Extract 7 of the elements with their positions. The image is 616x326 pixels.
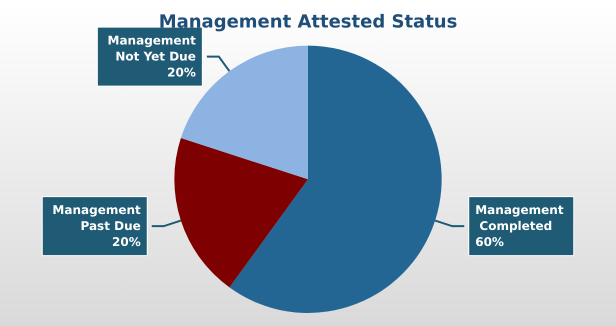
data-label: 20% xyxy=(167,66,196,80)
data-label: 60% xyxy=(475,235,504,250)
chart-title: Management Attested Status xyxy=(158,12,458,32)
slice-label: Management Completed xyxy=(475,203,564,234)
slice-label: Management Past Due xyxy=(52,203,142,234)
slice-label: Management Not Yet Due xyxy=(108,34,196,64)
data-label: 20% xyxy=(112,235,141,250)
